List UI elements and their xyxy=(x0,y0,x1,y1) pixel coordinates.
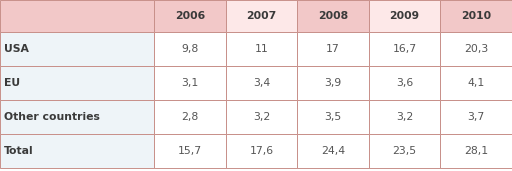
Bar xyxy=(0,0,154,32)
Bar xyxy=(0,66,154,100)
Bar xyxy=(297,0,369,32)
Bar xyxy=(154,0,226,32)
Text: 2010: 2010 xyxy=(461,11,492,21)
Text: 9,8: 9,8 xyxy=(181,44,199,54)
Text: 2009: 2009 xyxy=(390,11,420,21)
Text: 2008: 2008 xyxy=(318,11,348,21)
Bar xyxy=(440,100,512,134)
Bar xyxy=(226,100,297,134)
Text: 3,5: 3,5 xyxy=(325,112,342,122)
Bar xyxy=(297,100,369,134)
Bar xyxy=(154,66,226,100)
Text: 20,3: 20,3 xyxy=(464,44,488,54)
Bar xyxy=(226,32,297,66)
Bar xyxy=(369,100,440,134)
Text: 4,1: 4,1 xyxy=(467,78,485,88)
Text: 2007: 2007 xyxy=(246,11,276,21)
Bar xyxy=(0,100,154,134)
Text: 24,4: 24,4 xyxy=(321,146,345,156)
Text: 3,7: 3,7 xyxy=(467,112,485,122)
Bar xyxy=(226,134,297,168)
Text: 2,8: 2,8 xyxy=(181,112,199,122)
Text: 15,7: 15,7 xyxy=(178,146,202,156)
Text: USA: USA xyxy=(4,44,29,54)
Text: 17: 17 xyxy=(326,44,340,54)
Text: 11: 11 xyxy=(254,44,268,54)
Bar xyxy=(0,32,154,66)
Bar xyxy=(440,134,512,168)
Bar xyxy=(369,0,440,32)
Text: 3,4: 3,4 xyxy=(253,78,270,88)
Bar xyxy=(154,134,226,168)
Bar xyxy=(226,66,297,100)
Bar xyxy=(369,32,440,66)
Bar xyxy=(440,32,512,66)
Text: 28,1: 28,1 xyxy=(464,146,488,156)
Bar xyxy=(154,100,226,134)
Text: 3,1: 3,1 xyxy=(181,78,199,88)
Bar xyxy=(369,66,440,100)
Bar xyxy=(297,134,369,168)
Text: 3,2: 3,2 xyxy=(396,112,413,122)
Text: Total: Total xyxy=(4,146,34,156)
Text: Other countries: Other countries xyxy=(4,112,100,122)
Bar xyxy=(440,66,512,100)
Bar xyxy=(226,0,297,32)
Text: 3,2: 3,2 xyxy=(253,112,270,122)
Text: 17,6: 17,6 xyxy=(249,146,273,156)
Text: 2006: 2006 xyxy=(175,11,205,21)
Text: 3,9: 3,9 xyxy=(325,78,342,88)
Bar xyxy=(369,134,440,168)
Bar xyxy=(297,32,369,66)
Bar xyxy=(440,0,512,32)
Text: 3,6: 3,6 xyxy=(396,78,413,88)
Text: EU: EU xyxy=(4,78,20,88)
Bar xyxy=(0,134,154,168)
Text: 23,5: 23,5 xyxy=(393,146,417,156)
Text: 16,7: 16,7 xyxy=(393,44,417,54)
Bar xyxy=(297,66,369,100)
Bar xyxy=(154,32,226,66)
